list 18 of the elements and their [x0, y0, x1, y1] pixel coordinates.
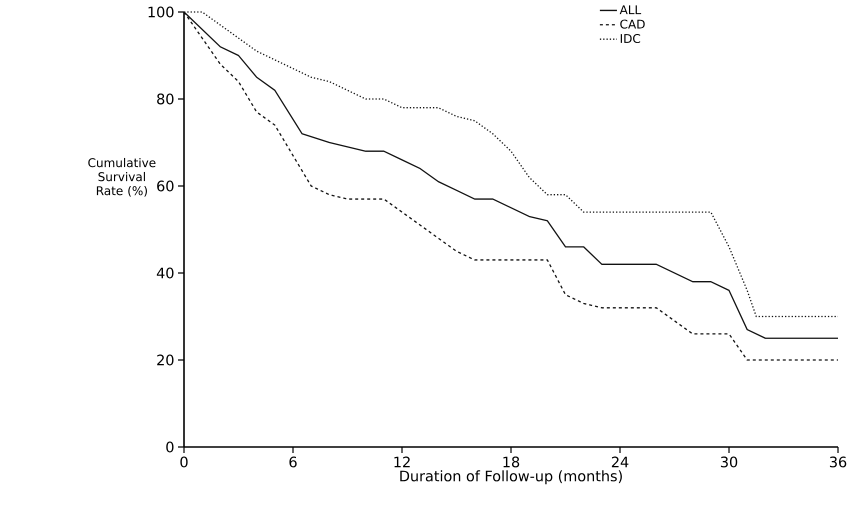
x-axis-title: Duration of Follow-up (months): [400, 470, 622, 484]
legend-label: CAD: [620, 20, 645, 29]
legend-label: ALL: [620, 5, 642, 14]
y-tick-label: 80: [157, 94, 174, 104]
y-tick-label: 0: [166, 442, 174, 452]
x-tick-label: 6: [289, 456, 297, 468]
y-tick-label: 40: [156, 268, 174, 278]
x-tick-label: 30: [720, 456, 738, 468]
y-tick-label: 20: [157, 354, 174, 366]
x-tick-label: 36: [830, 456, 846, 468]
x-tick-label: 18: [503, 456, 520, 468]
y-tick-label: 60: [157, 180, 174, 192]
legend-label: IDC: [620, 34, 640, 44]
x-tick-label: 24: [612, 456, 628, 468]
y-tick-label: 100: [148, 6, 174, 18]
x-tick-label: 12: [394, 456, 410, 468]
x-tick-label: 0: [180, 456, 188, 468]
y-axis-title: Cumulative Survival Rate (%): [88, 158, 156, 197]
